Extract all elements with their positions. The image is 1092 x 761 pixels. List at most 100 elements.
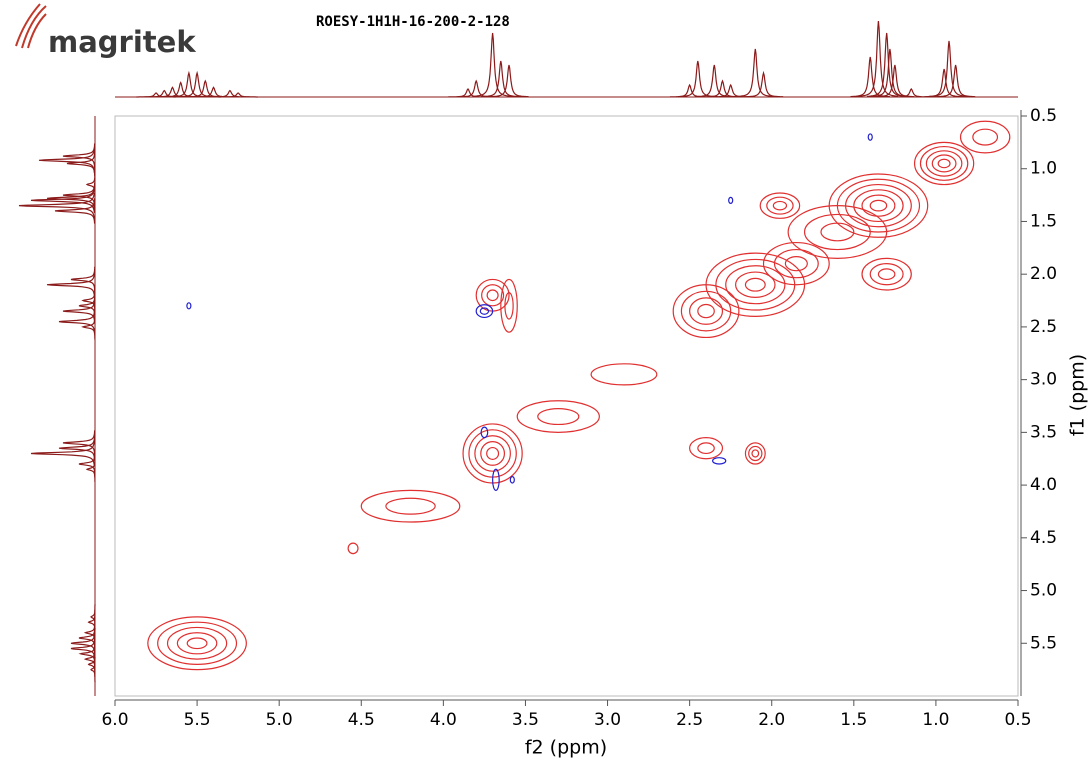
contour <box>836 178 921 233</box>
projection-peak <box>78 451 96 477</box>
contour <box>689 297 724 325</box>
x-tick-label: 5.0 <box>266 710 293 730</box>
contour <box>972 128 999 146</box>
contour <box>475 304 494 319</box>
contour <box>157 621 238 665</box>
plot-frame <box>114 115 1019 697</box>
projection-peak <box>90 604 96 630</box>
contour <box>479 307 490 315</box>
projection-peak <box>489 64 529 98</box>
contour <box>725 265 786 305</box>
projection-peak <box>702 79 743 98</box>
y-tick-label: 1.5 <box>1030 211 1057 231</box>
contour <box>590 363 658 386</box>
contour <box>803 213 871 251</box>
y-tick-label: 4.0 <box>1030 475 1057 495</box>
projection-peak <box>18 193 95 219</box>
contour <box>869 199 888 212</box>
contour <box>186 302 192 310</box>
projection-peak <box>875 64 915 98</box>
projection-peak <box>935 64 976 98</box>
projection-peak <box>481 60 521 98</box>
contour <box>773 248 819 279</box>
contour <box>744 442 766 465</box>
x-tick-label: 0.5 <box>1004 710 1031 730</box>
contour <box>744 277 766 292</box>
contour <box>509 476 515 484</box>
contour <box>360 489 461 523</box>
contour <box>492 468 500 491</box>
contour <box>480 426 489 439</box>
contour <box>772 200 788 211</box>
contour <box>474 435 511 472</box>
projection-peak <box>30 440 95 467</box>
contour <box>712 457 727 465</box>
contour <box>486 446 500 460</box>
chart-title: ROESY-1H1H-16-200-2-128 <box>316 14 510 30</box>
projection-peak <box>456 79 496 98</box>
projection-peak <box>62 143 96 169</box>
y-tick-label: 5.5 <box>1030 633 1057 653</box>
projection-peak <box>218 92 258 98</box>
projection-peak <box>62 430 96 456</box>
contour <box>516 400 600 433</box>
y-tick-label: 0.5 <box>1030 106 1057 126</box>
x-tick-label: 3.0 <box>594 710 621 730</box>
logo-mark <box>15 3 47 49</box>
y-tick-label: 1.0 <box>1030 159 1057 179</box>
contour <box>913 141 975 186</box>
contour <box>481 284 505 307</box>
contour <box>861 194 896 217</box>
contour <box>486 289 499 302</box>
contour <box>166 626 228 660</box>
contour <box>728 196 734 204</box>
x-tick-label: 4.0 <box>430 710 457 730</box>
projection-peak <box>62 182 96 208</box>
contour <box>715 258 796 311</box>
contour <box>925 150 963 177</box>
contour <box>735 271 776 298</box>
contour <box>861 257 912 291</box>
y-axis-label: f1 (ppm) <box>1067 354 1089 436</box>
x-tick-label: 6.0 <box>101 710 128 730</box>
contour <box>869 263 904 286</box>
projection-peak <box>472 32 513 97</box>
x-tick-label: 5.5 <box>184 710 211 730</box>
contour <box>176 632 218 655</box>
y-tick-label: 3.0 <box>1030 370 1057 390</box>
x-tick-label: 4.5 <box>348 710 375 730</box>
contour <box>959 120 1011 154</box>
contour <box>705 252 806 317</box>
contour <box>500 278 518 333</box>
projection-peak <box>743 70 784 98</box>
contour <box>697 303 715 319</box>
contour <box>537 408 580 426</box>
contour <box>147 616 247 671</box>
x-tick-label: 2.5 <box>676 710 703 730</box>
projection-peak <box>929 40 969 97</box>
projection-peak <box>58 435 96 461</box>
y-tick-label: 3.5 <box>1030 422 1057 442</box>
contour <box>845 183 912 228</box>
contour <box>748 445 763 462</box>
contour <box>937 158 951 169</box>
contour <box>480 441 506 466</box>
projection-peak <box>70 266 96 293</box>
contour <box>919 145 969 181</box>
projection-peak <box>38 147 95 173</box>
contour <box>751 449 760 458</box>
contour <box>931 154 957 173</box>
y-tick-label: 2.0 <box>1030 264 1057 284</box>
contour <box>680 290 732 332</box>
projection-peak <box>62 298 96 324</box>
x-tick-label: 3.5 <box>512 710 539 730</box>
contour <box>853 189 904 223</box>
contour <box>504 292 514 320</box>
contour <box>762 241 830 286</box>
contour <box>468 429 517 478</box>
projection-peak <box>46 272 96 298</box>
contour <box>784 256 808 272</box>
brand: magritek <box>48 25 196 59</box>
contour <box>759 192 801 219</box>
